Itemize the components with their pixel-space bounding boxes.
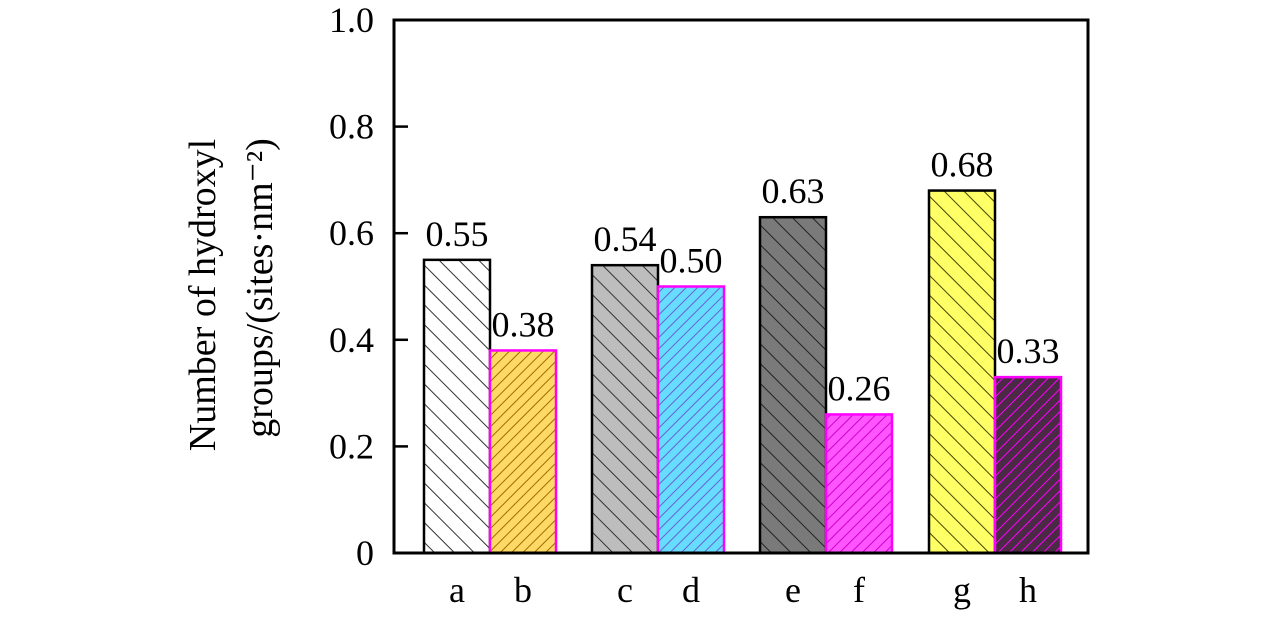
- x-axis-ticks: a b c d e f g h: [449, 570, 1037, 610]
- y-tick-label: 0.2: [329, 426, 374, 466]
- bar-g: [927, 189, 997, 555]
- value-label-g: 0.68: [931, 145, 994, 185]
- x-tick-label-a: a: [449, 570, 465, 610]
- bar-f: [824, 413, 894, 555]
- x-tick-label-e: e: [785, 570, 801, 610]
- bar-a: [422, 258, 492, 555]
- y-tick-label: 1.0: [329, 0, 374, 40]
- y-tick-label: 0.6: [329, 213, 374, 253]
- plot-frame: [392, 18, 1090, 555]
- y-axis-ticks: 0 0.2 0.4 0.6 0.8 1.0: [329, 0, 408, 573]
- x-tick-label-g: g: [953, 570, 971, 610]
- y-tick-label: 0.4: [329, 320, 374, 360]
- y-axis-label: Number of hydroxyl groups/(sites·nm⁻²): [182, 138, 281, 451]
- value-label-c: 0.54: [594, 219, 657, 259]
- y-tick-label: 0: [356, 533, 374, 573]
- x-tick-label-b: b: [514, 570, 532, 610]
- y-tick-label: 0.8: [329, 107, 374, 147]
- bars: [422, 189, 1063, 555]
- value-label-d: 0.50: [660, 241, 723, 281]
- bar-b: [488, 349, 558, 555]
- bar-h: [993, 375, 1063, 555]
- value-label-f: 0.26: [828, 368, 891, 408]
- bar-c: [590, 263, 660, 555]
- value-label-b: 0.38: [492, 304, 555, 344]
- value-label-a: 0.55: [426, 214, 489, 254]
- x-tick-label-c: c: [617, 570, 633, 610]
- value-labels: 0.55 0.38 0.540.50 0.63 0.26 0.68 0.33: [426, 145, 1060, 409]
- value-label-h: 0.33: [997, 331, 1060, 371]
- y-axis-label-line1: Number of hydroxyl: [182, 139, 224, 451]
- bar-d: [656, 285, 726, 555]
- value-label-e: 0.63: [762, 171, 825, 211]
- x-tick-label-h: h: [1019, 570, 1037, 610]
- bar-e: [758, 215, 828, 555]
- y-axis-label-line2: groups/(sites·nm⁻²): [239, 138, 281, 438]
- x-tick-label-d: d: [682, 570, 700, 610]
- x-tick-label-f: f: [853, 570, 865, 610]
